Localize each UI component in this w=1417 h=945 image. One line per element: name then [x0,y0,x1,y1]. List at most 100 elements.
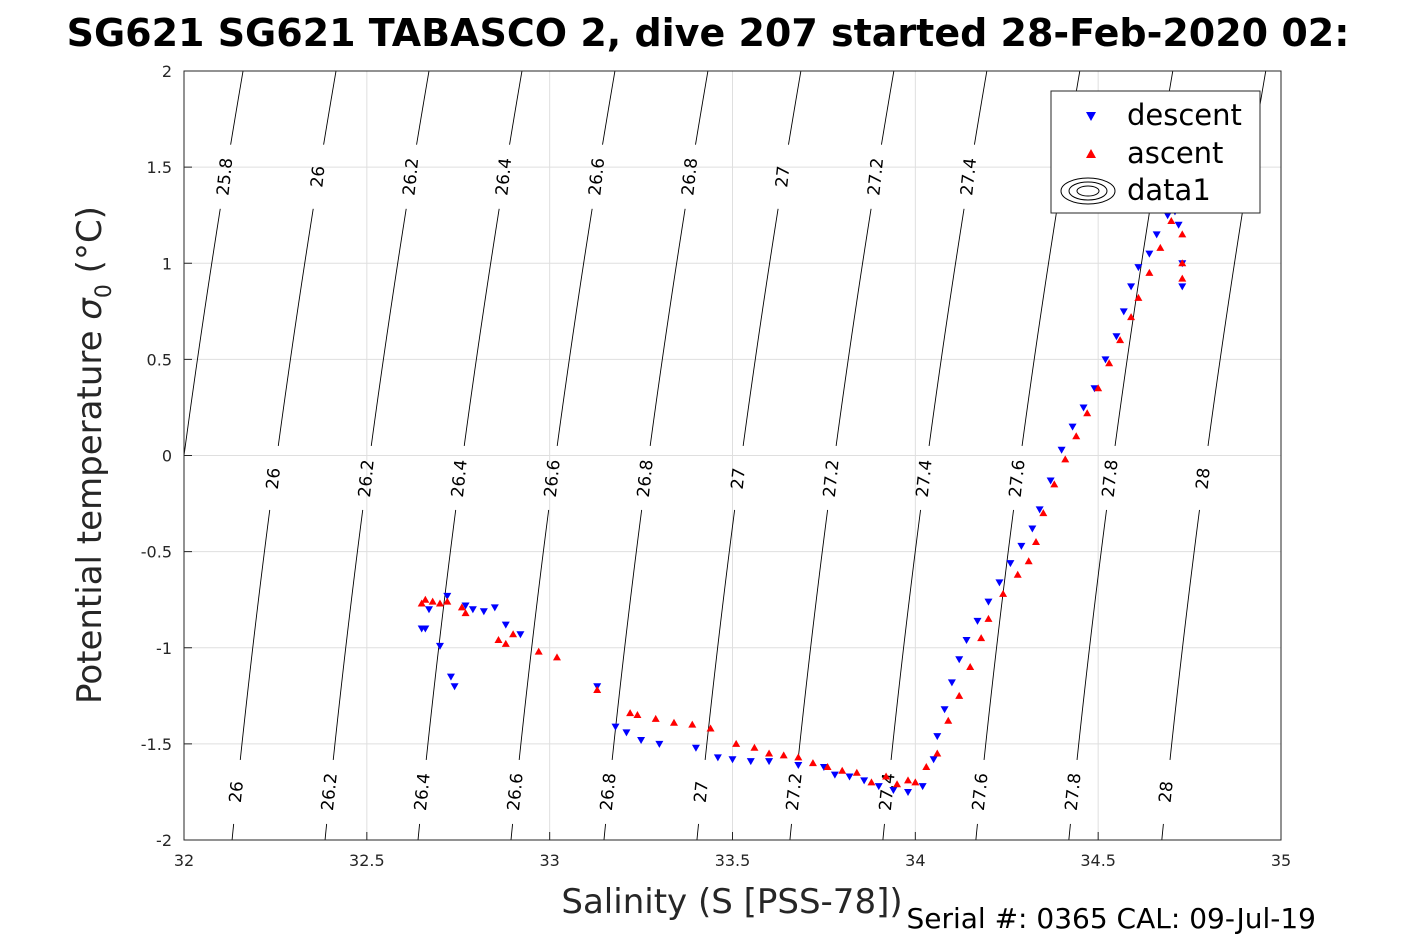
descent-point [728,756,737,764]
isopycnal-label: 26.6 [585,157,609,197]
isopycnal-label: 25.8 [213,157,237,197]
descent-point [1112,333,1121,341]
x-tick-label: 33 [539,851,559,870]
ascent-point [1061,455,1070,463]
isopycnal-label: 27.4 [957,157,981,197]
descent-point [421,625,430,633]
data-points [417,201,1187,796]
ascent-point [933,749,942,757]
x-tick-label: 32 [174,851,194,870]
ascent-point [852,768,861,776]
descent-point [794,762,803,770]
ascent-point [706,724,715,732]
ascent-point [1083,409,1092,417]
descent-point [479,608,488,616]
descent-point [819,763,828,771]
ascent-point [1134,293,1143,301]
ascent-point [794,753,803,761]
descent-point [973,617,982,625]
isopycnal-label: 27.6 [969,772,993,812]
x-tick-label: 34.5 [1080,851,1116,870]
isopycnal-line [1161,70,1267,841]
ascent-point [911,778,920,786]
ascent-point [1178,230,1187,238]
ascent-point [509,630,518,638]
descent-point [860,777,869,785]
ascent-point [552,653,561,661]
ascent-point [1116,336,1125,344]
serial-cal-text: Serial #: 0365 CAL: 09-Jul-19 [906,902,1316,935]
ascent-point [688,720,697,728]
isopycnal-label: 26.2 [318,772,342,812]
legend-ascent-marker [1086,149,1096,158]
ascent-point [1094,384,1103,392]
isopycnal-label: 26.4 [411,772,435,812]
ascent-point [882,772,891,780]
ascent-point [457,603,466,611]
descent-point [1079,404,1088,412]
ascent-point [669,718,678,726]
isopycnal-label: 26.8 [678,157,702,197]
descent-point [1127,283,1136,291]
ascent-point [750,743,759,751]
ascent-point [732,739,741,747]
descent-point [1090,385,1099,393]
descent-point [947,679,956,687]
legend-data1-label: data1 [1127,173,1211,207]
ascent-point [977,634,986,642]
ascent-point [1050,480,1059,488]
descent-point [446,673,455,681]
descent-point [830,771,839,779]
ascent-point [984,614,993,622]
isopycnal-line [696,70,802,841]
y-tick-label: 1 [162,254,172,273]
y-tick-label: 0.5 [147,350,172,369]
descent-point [1163,212,1172,220]
x-tick-label: 33.5 [715,851,751,870]
ascent-point [1105,359,1114,367]
descent-point [746,758,755,766]
ascent-point [867,778,876,786]
descent-point [940,706,949,714]
isopycnal-label: 28 [1156,780,1178,804]
descent-point [845,773,854,781]
isopycnal-label: 27.6 [1006,459,1030,499]
isopycnal-label: 27 [772,165,794,189]
descent-point [1057,446,1066,454]
isopycnal-label: 26.2 [355,459,379,499]
ascent-point [999,589,1008,597]
descent-point [713,754,722,762]
ascent-point [461,609,470,617]
ascent-point [593,686,602,694]
ascent-point [779,751,788,759]
isopycnal-label: 27.8 [1062,772,1086,812]
isopycnal-label: 26.8 [634,459,658,499]
isopycnal-label: 26.4 [492,157,516,197]
ascent-point [1032,538,1041,546]
isopycnal-label: 26 [263,467,285,491]
ascent-point [823,762,832,770]
ascent-point [922,762,931,770]
isopycnal-label: 27 [691,780,713,804]
x-tick-label: 35 [1271,851,1291,870]
descent-point [1145,250,1154,258]
descent-point [995,579,1004,587]
ascent-point [1072,432,1081,440]
ascent-point [808,759,817,767]
ascent-point [765,749,774,757]
ascent-point [428,597,437,605]
ascent-point [904,776,913,784]
legend-descent-label: descent [1127,98,1242,132]
legend-descent-marker [1086,112,1096,121]
descent-point [501,621,510,629]
descent-point [435,642,444,650]
ascent-point [1167,216,1176,224]
descent-point [637,737,646,745]
isopycnal-label: 27.8 [1099,459,1123,499]
y-tick-label: -1.5 [141,735,172,754]
descent-point [765,758,774,766]
isopycnal-label: 27.4 [913,459,937,499]
descent-point [516,631,525,639]
isopycnal-label: 26.8 [597,772,621,812]
